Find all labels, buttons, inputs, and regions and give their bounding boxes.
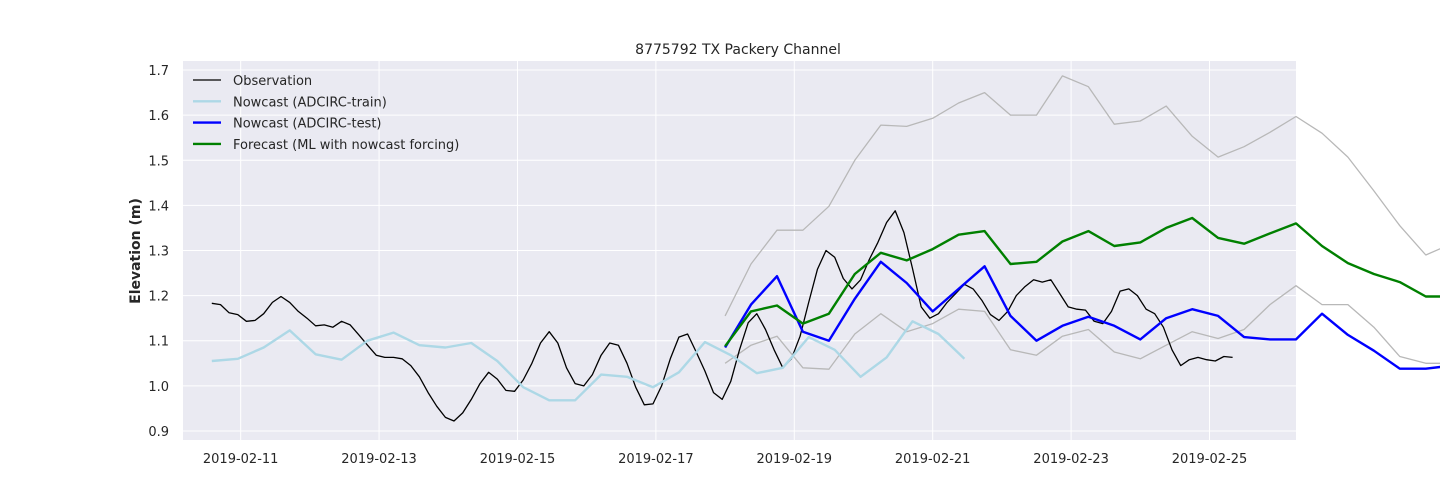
x-tick-label: 2019-02-19: [757, 452, 833, 467]
y-axis-label: Elevation (m): [128, 198, 144, 304]
legend-item: Nowcast (ADCIRC-train): [193, 95, 387, 110]
y-tick-label: 1.3: [148, 245, 169, 260]
y-tick-label: 0.9: [148, 425, 169, 440]
chart-title: 8775792 TX Packery Channel: [635, 42, 841, 58]
legend-label: Nowcast (ADCIRC-train): [233, 95, 387, 110]
band-line-4: [724, 75, 1440, 317]
y-tick-label: 1.2: [148, 290, 169, 305]
legend-label: Observation: [233, 74, 312, 89]
series-line-forecast-ml-with-nowcast-forcing: [724, 216, 1440, 347]
y-tick-label: 1.7: [148, 64, 169, 79]
x-tick-label: 2019-02-21: [895, 452, 971, 467]
x-tick-label: 2019-02-15: [480, 452, 556, 467]
band-line-5: [724, 285, 1440, 370]
legend-item: Observation: [193, 74, 312, 89]
x-tick-label: 2019-02-11: [203, 452, 279, 467]
x-tick-label: 2019-02-23: [1033, 452, 1109, 467]
x-tick-labels: 2019-02-11 2019-02-13 2019-02-15 2019-02-17…: [203, 452, 1247, 467]
series-line-observation: [211, 210, 1233, 422]
y-tick-labels: 0.9 1.0 1.1 1.2 1.3 1.4 1.5 1.6 1.7: [148, 64, 169, 440]
legend-label: Forecast (ML with nowcast forcing): [233, 138, 459, 153]
series-layer: [211, 75, 1440, 422]
series-line-nowcast-adcirc-train: [211, 320, 966, 402]
y-tick-label: 1.5: [148, 154, 169, 169]
legend-label: Nowcast (ADCIRC-test): [233, 117, 382, 132]
x-tick-label: 2019-02-13: [341, 452, 417, 467]
y-tick-label: 1.4: [148, 199, 169, 214]
x-tick-label: 2019-02-25: [1172, 452, 1248, 467]
series-line-nowcast-adcirc-test: [724, 260, 1440, 370]
x-tick-label: 2019-02-17: [618, 452, 694, 467]
y-tick-label: 1.6: [148, 109, 169, 124]
y-tick-label: 1.0: [148, 380, 169, 395]
legend-item: Nowcast (ADCIRC-test): [193, 117, 382, 132]
legend-item: Forecast (ML with nowcast forcing): [193, 138, 459, 153]
legend: Observation Nowcast (ADCIRC-train) Nowcast…: [193, 74, 459, 153]
y-tick-label: 1.1: [148, 335, 169, 350]
